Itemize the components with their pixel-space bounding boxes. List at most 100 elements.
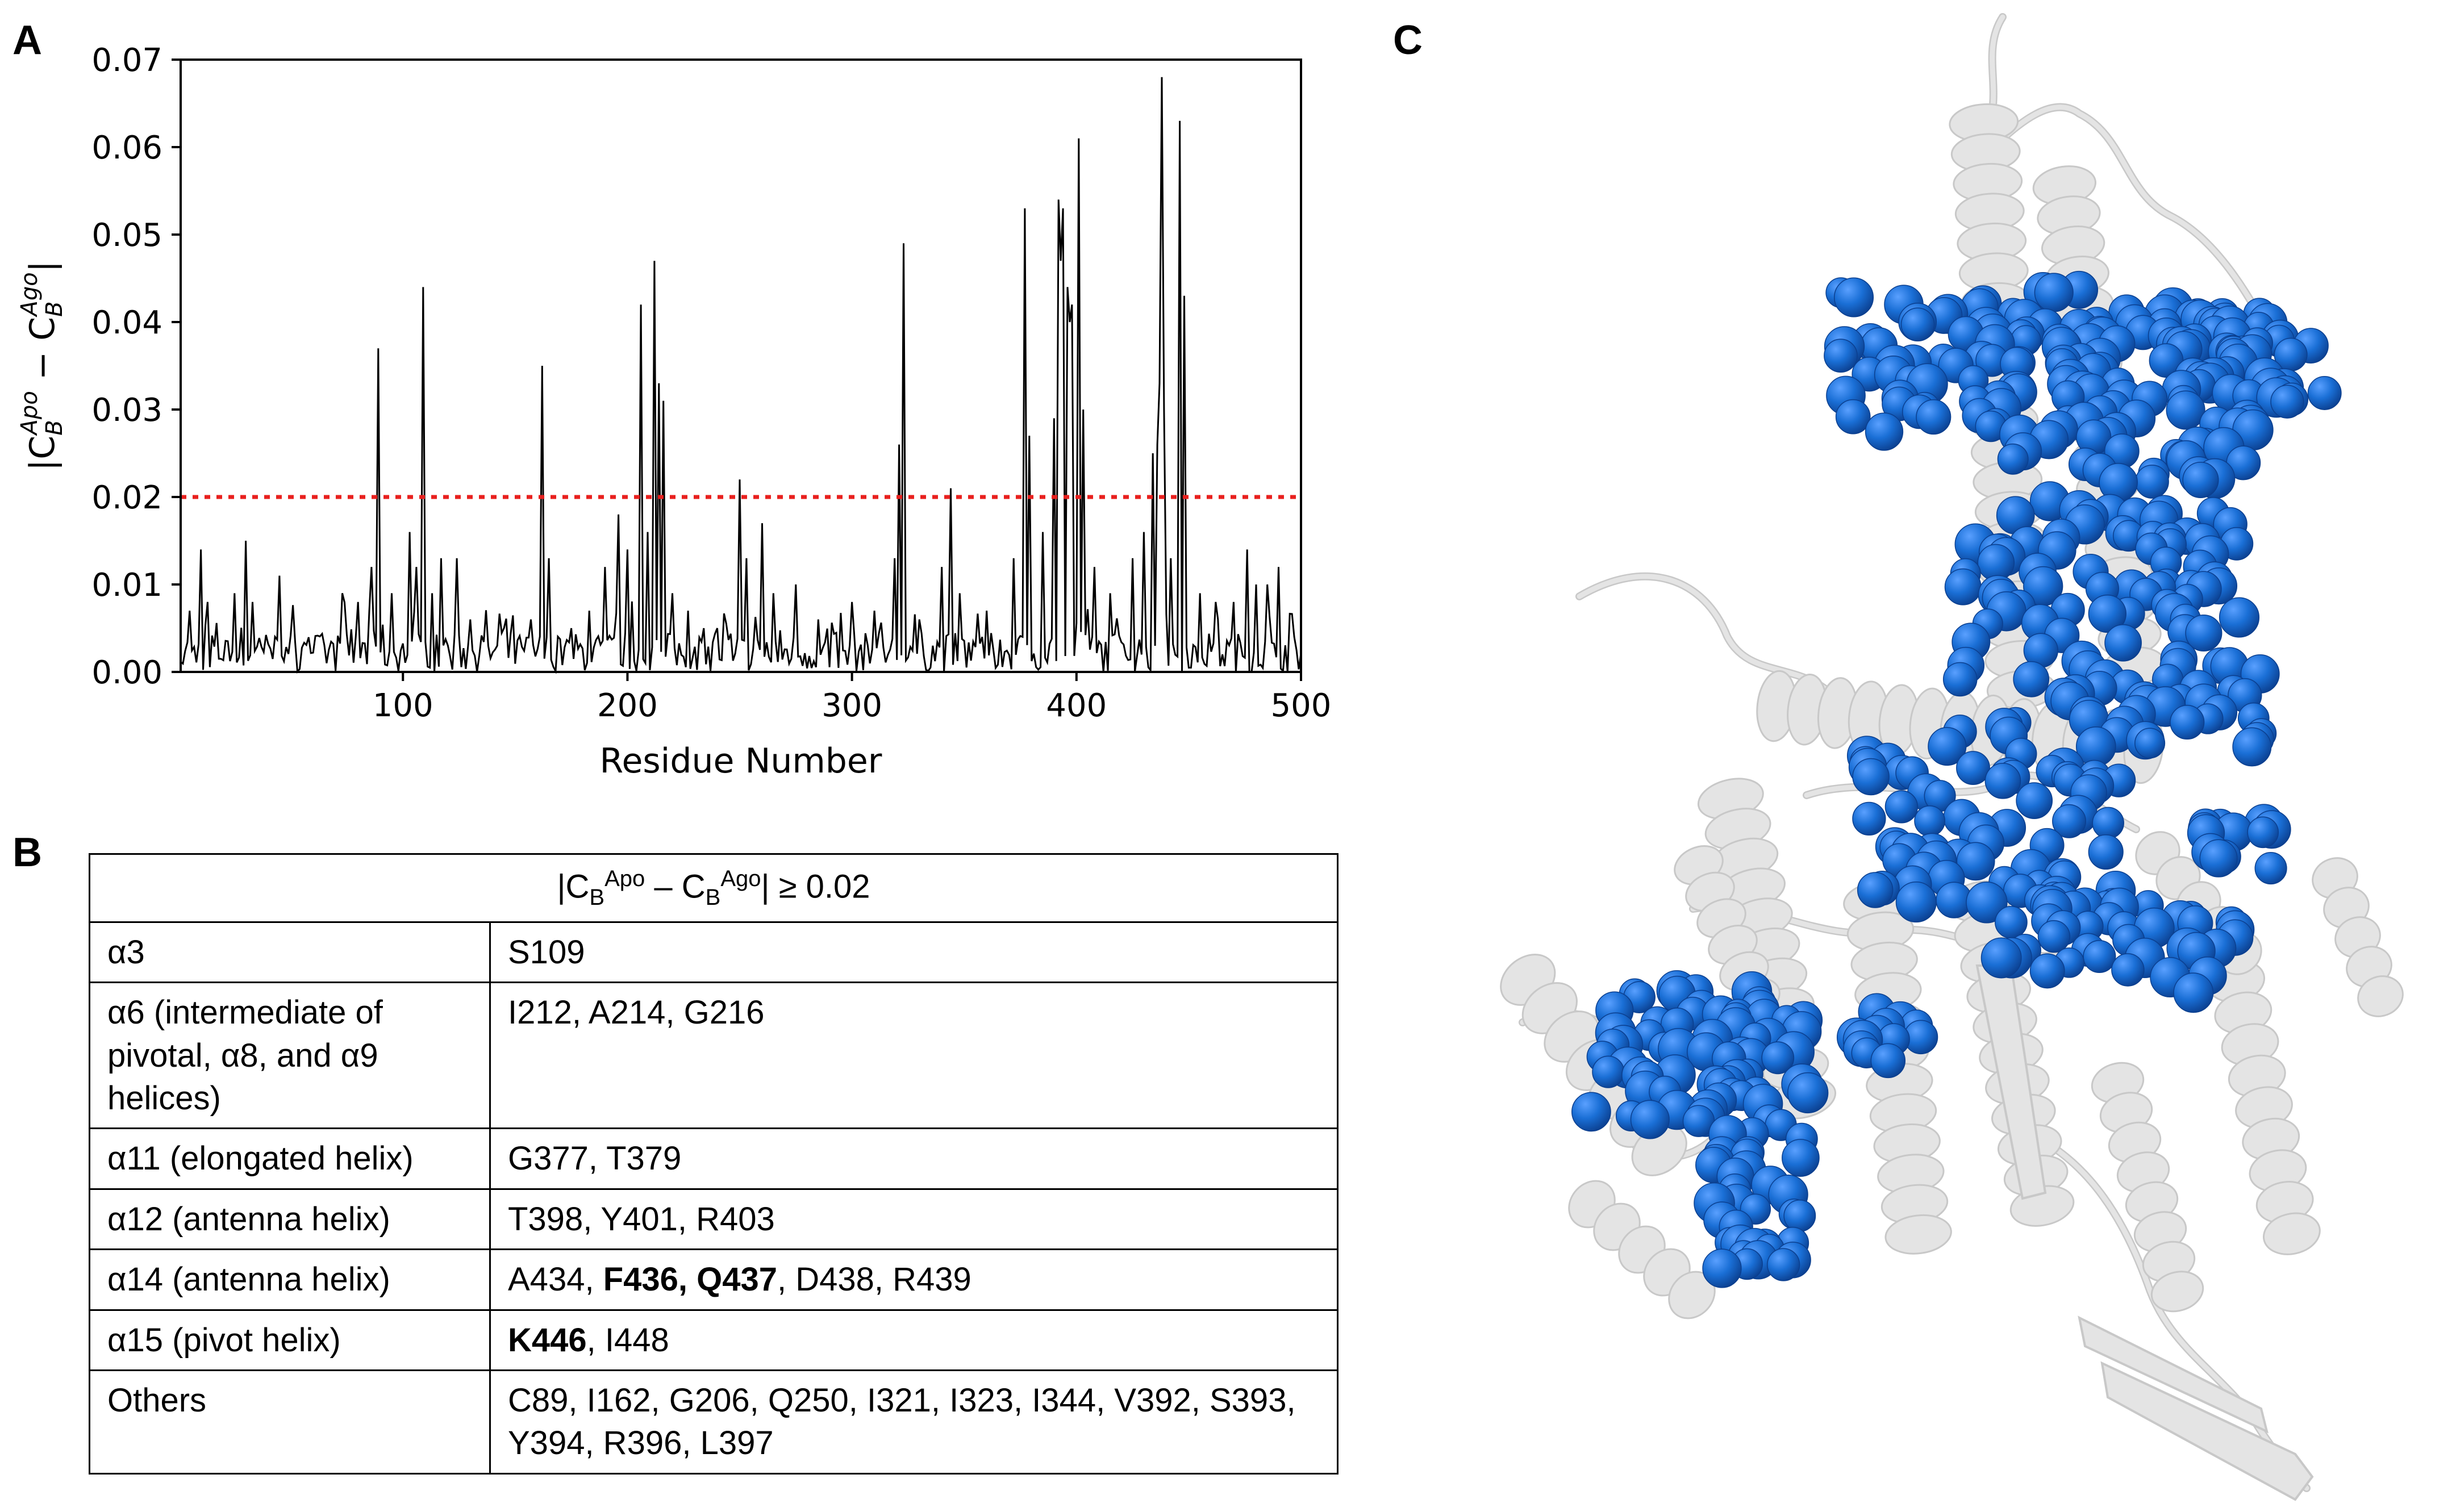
- y-axis-title-sub1: B: [41, 420, 68, 435]
- x-tick-label: 200: [597, 687, 658, 724]
- table-row: Others C89, I162, G206, Q250, I321, I323,…: [89, 1369, 1339, 1475]
- sheet-ribbon: [2100, 1361, 2314, 1501]
- panel-label-a: A: [12, 18, 42, 63]
- residue-sphere: [1782, 1139, 1820, 1177]
- residue-sphere: [2232, 727, 2272, 767]
- residue-sphere: [1761, 1041, 1795, 1075]
- y-axis-title-bar-right: |: [23, 261, 62, 272]
- residue-sphere: [2016, 782, 2053, 819]
- residues-cell: K446, I448: [489, 1309, 1339, 1372]
- helix-ribbon: [1568, 1180, 1716, 1319]
- residue-sphere: [2092, 807, 2124, 839]
- residue-difference-chart: 0.00 0.01 0.02 0.03 0.04 0.05 0.06 0.07 100 200 3…: [16, 42, 1332, 781]
- y-tick-label: 0.02: [91, 479, 162, 516]
- residue-sphere: [1787, 1072, 1829, 1114]
- residue-sphere: [1942, 662, 1978, 697]
- residue-sphere: [2088, 594, 2126, 633]
- residue-text: S109: [508, 933, 585, 971]
- residue-sphere: [1916, 399, 1952, 435]
- residue-sphere: [2083, 939, 2116, 974]
- residue-sphere: [2307, 376, 2342, 410]
- region-cell: α12 (antenna helix): [89, 1188, 491, 1251]
- residue-sphere: [1956, 751, 1990, 786]
- residue-text: C89, I162, G206, Q250, I321, I323, I344,…: [508, 1382, 1296, 1462]
- residues-cell: S109: [489, 921, 1339, 984]
- region-cell: α6 (intermediate of pivotal, α8, and α9 …: [89, 981, 491, 1130]
- series-line: [180, 77, 1302, 674]
- x-axis: 100 200 300 400 500: [373, 672, 1332, 724]
- residue-sphere: [1928, 727, 1967, 766]
- x-tick-label: 500: [1271, 687, 1332, 724]
- sheet-ribbon: [2078, 1315, 2269, 1434]
- residue-sphere: [2170, 704, 2205, 740]
- y-axis: 0.00 0.01 0.02 0.03 0.04 0.05 0.06 0.07: [91, 42, 181, 691]
- residue-text: , I448: [586, 1321, 669, 1359]
- table-row: α3 S109: [89, 921, 1339, 984]
- residue-text: T398, Y401, R403: [508, 1200, 775, 1238]
- y-axis-title-minus: − C: [23, 317, 62, 391]
- table-header-cell: |CBApo – CBAgo| ≥ 0.02: [89, 853, 1339, 923]
- table-row: α11 (elongated helix) G377, T379: [89, 1127, 1339, 1190]
- residue-sphere: [2247, 816, 2279, 849]
- residue-text: , D438, R439: [777, 1261, 971, 1298]
- residue-sphere: [1956, 842, 1995, 881]
- residue-sphere: [1592, 1055, 1625, 1088]
- residue-sphere: [2111, 953, 2145, 987]
- residue-sphere: [1767, 1248, 1800, 1281]
- residues-cell: C89, I162, G206, Q250, I321, I323, I344,…: [489, 1369, 1339, 1475]
- panel-label-c: C: [1393, 18, 1423, 63]
- region-cell: Others: [89, 1369, 491, 1475]
- residue-sphere: [2166, 390, 2205, 430]
- y-tick-label: 0.00: [91, 654, 162, 691]
- residue-sphere: [1980, 937, 2022, 979]
- residue-sphere: [1884, 790, 1919, 824]
- residues-cell: I212, A214, G216: [489, 981, 1339, 1130]
- residue-table: |CBApo – CBAgo| ≥ 0.02 α3 S109 α6 (interme…: [89, 853, 1339, 1475]
- residue-text: F436, Q437: [603, 1261, 777, 1298]
- residue-sphere: [1944, 568, 1982, 605]
- x-tick-label: 300: [822, 687, 882, 724]
- table-row: α14 (antenna helix) A434, F436, Q437, D43…: [89, 1248, 1339, 1311]
- region-cell: α11 (elongated helix): [89, 1127, 491, 1190]
- residue-text: I212, A214, G216: [508, 994, 765, 1031]
- residue-sphere: [2173, 972, 2214, 1013]
- residue-sphere: [2013, 661, 2050, 697]
- residue-sphere: [1571, 1092, 1611, 1132]
- residue-sphere: [2052, 804, 2086, 838]
- plot-frame: [180, 59, 1302, 673]
- y-tick-label: 0.04: [91, 304, 162, 341]
- residue-sphere: [1702, 1248, 1742, 1288]
- table-header-row: |CBApo – CBAgo| ≥ 0.02: [89, 853, 1339, 923]
- residue-sphere: [2254, 852, 2287, 885]
- y-axis-title-sup1: Apo: [16, 391, 43, 436]
- residue-sphere: [2182, 461, 2219, 499]
- residue-sphere: [1865, 412, 1904, 451]
- table-row: α12 (antenna helix) T398, Y401, R403: [89, 1188, 1339, 1251]
- residue-sphere: [1824, 339, 1858, 373]
- residue-sphere: [1914, 805, 1945, 837]
- residue-sphere: [2270, 385, 2304, 419]
- residue-sphere: [2104, 624, 2142, 662]
- helix-ribbon: [2312, 857, 2404, 1017]
- residue-sphere: [2088, 834, 2124, 870]
- x-tick-label: 400: [1046, 687, 1107, 724]
- region-cell: α15 (pivot helix): [89, 1309, 491, 1372]
- residue-sphere: [1852, 758, 1890, 796]
- residue-sphere: [2029, 953, 2065, 989]
- residue-sphere: [2135, 465, 2169, 499]
- residue-sphere: [2134, 728, 2166, 759]
- region-cell: α3: [89, 921, 491, 984]
- residue-sphere: [1984, 762, 2021, 799]
- table-row: α6 (intermediate of pivotal, α8, and α9 …: [89, 981, 1339, 1130]
- residue-sphere: [1966, 882, 2008, 924]
- x-tick-label: 100: [373, 687, 433, 724]
- y-tick-label: 0.05: [91, 217, 162, 254]
- residue-sphere: [1870, 1043, 1906, 1079]
- residues-cell: A434, F436, Q437, D438, R439: [489, 1248, 1339, 1311]
- residue-sphere: [1630, 1100, 1670, 1139]
- region-cell: α14 (antenna helix): [89, 1248, 491, 1311]
- residue-sphere: [1852, 801, 1886, 836]
- residue-sphere: [1995, 905, 2028, 939]
- residues-cell: G377, T379: [489, 1127, 1339, 1190]
- residue-spheres: [1571, 270, 2342, 1288]
